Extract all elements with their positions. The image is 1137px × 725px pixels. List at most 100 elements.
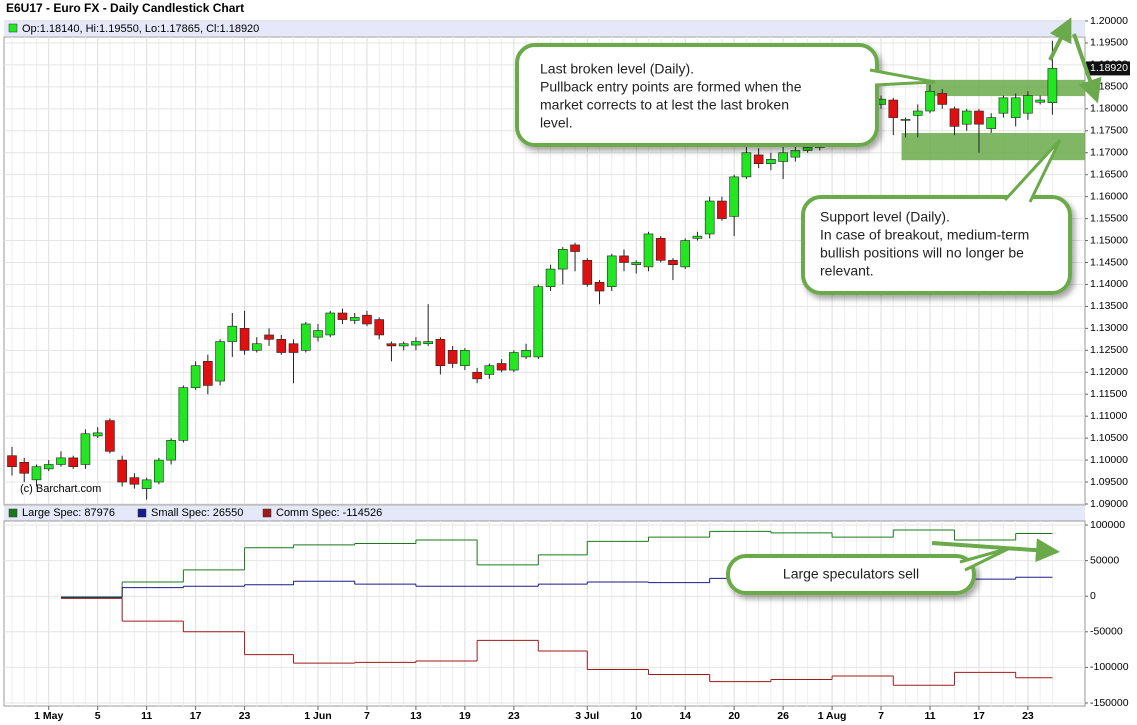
candle-body <box>349 317 360 321</box>
x-tick-label: 5 <box>95 710 101 722</box>
candle-body <box>423 341 433 345</box>
candle-body <box>374 319 385 336</box>
candle-body <box>337 312 348 320</box>
candle-body <box>631 262 642 265</box>
callout-text: market corrects to at lest the last brok… <box>540 97 789 113</box>
candle-body <box>117 459 127 483</box>
candle-body <box>411 341 421 346</box>
candle-body <box>484 365 495 375</box>
candle-body <box>1047 68 1058 103</box>
x-tick-label: 1 May <box>34 710 63 722</box>
candle-body <box>974 110 984 125</box>
candle-body <box>252 343 262 351</box>
legend-label: Small Spec: 26550 <box>151 507 243 519</box>
candle-body <box>68 457 78 467</box>
candle-body <box>7 455 17 467</box>
candle-body <box>129 477 140 485</box>
candle-body <box>717 200 727 219</box>
x-tick-label: 1 Jun <box>304 710 331 722</box>
y-tick-label: -50000 <box>1090 626 1123 638</box>
chart-title: E6U17 - Euro FX - Daily Candlestick Char… <box>6 1 244 15</box>
candle-body <box>105 420 115 452</box>
candle-body <box>961 110 972 125</box>
x-tick-label: 19 <box>459 710 471 722</box>
candle-body <box>435 339 446 366</box>
candle-body <box>912 110 923 116</box>
y-tick-label: 1.18000 <box>1090 103 1128 115</box>
candle-body <box>753 154 764 165</box>
y-tick-label: 1.09000 <box>1090 498 1128 510</box>
y-tick-label: -150000 <box>1090 697 1129 709</box>
legend-label: Large Spec: 87976 <box>22 507 115 519</box>
callout-box <box>801 195 1072 295</box>
candle-body <box>729 176 739 217</box>
candle-body <box>80 433 91 465</box>
legend-swatch <box>262 508 272 518</box>
candle-body <box>900 119 911 121</box>
candle-body <box>1035 99 1045 103</box>
arrow <box>1072 33 1102 104</box>
candle-body <box>496 363 507 371</box>
x-tick-label: 13 <box>410 710 422 722</box>
candle-body <box>154 459 164 483</box>
x-tick-label: 10 <box>630 710 642 722</box>
info-swatch <box>8 23 18 33</box>
candle-body <box>447 350 458 364</box>
candle-body <box>239 328 250 351</box>
candle-body <box>998 97 1009 114</box>
candle-body <box>509 352 519 371</box>
callout-text: Last broken level (Daily). <box>540 61 694 77</box>
callout-text: In case of breakout, medium-term <box>820 227 1029 243</box>
y-tick-label: 0 <box>1090 590 1096 602</box>
x-tick-label: 7 <box>878 710 884 722</box>
candle-body <box>215 341 225 382</box>
candle-body <box>203 360 213 386</box>
last-price-box <box>1086 61 1130 76</box>
callout-text: bullish positions will no longer be <box>820 245 1024 261</box>
candle-body <box>582 260 593 285</box>
y-tick-label: 1.14500 <box>1090 256 1128 268</box>
cot-panel <box>3 520 1086 707</box>
callout-tail <box>869 68 936 87</box>
candle-body <box>19 461 30 474</box>
callout-text: Support level (Daily). <box>820 209 950 225</box>
y-tick-label: 1.13500 <box>1090 300 1128 312</box>
candle-body <box>570 244 580 252</box>
y-tick-label: 1.15500 <box>1090 212 1128 224</box>
candle-body <box>276 339 287 353</box>
legend-swatch <box>137 508 147 518</box>
x-tick-label: 23 <box>239 710 251 722</box>
y-tick-label: 1.19500 <box>1090 37 1128 49</box>
candle-body <box>460 350 470 366</box>
price-panel <box>3 36 1086 506</box>
callout-text: Pullback entry points are formed when th… <box>540 79 802 95</box>
candle-body <box>56 457 66 465</box>
y-tick-label: 100000 <box>1090 519 1125 531</box>
candle-body <box>1010 97 1021 118</box>
legend-label: Comm Spec: -114526 <box>276 507 382 519</box>
candle-body <box>692 235 703 239</box>
callout-box <box>726 554 976 595</box>
candle-body <box>300 323 311 351</box>
candle-body <box>557 249 568 270</box>
y-tick-label: 1.17500 <box>1090 125 1128 137</box>
y-tick-label: 1.16000 <box>1090 190 1128 202</box>
x-tick-label: 3 Jul <box>575 710 599 722</box>
x-tick-label: 7 <box>364 710 370 722</box>
y-tick-label: -100000 <box>1090 661 1129 673</box>
y-tick-label: 1.11000 <box>1090 410 1127 422</box>
y-tick-label: 1.20000 <box>1090 15 1128 27</box>
candle-body <box>619 255 629 263</box>
candle-body <box>313 330 323 338</box>
candle-body <box>264 334 274 340</box>
candle-body <box>43 464 54 470</box>
candle-body <box>741 152 752 178</box>
y-tick-label: 1.12500 <box>1090 344 1128 356</box>
x-tick-label: 23 <box>1022 710 1034 722</box>
info-bar <box>4 20 1085 36</box>
x-tick-label: 20 <box>728 710 740 722</box>
candle-body <box>386 343 397 347</box>
x-tick-label: 1 Aug <box>818 710 847 722</box>
y-tick-label: 1.15000 <box>1090 234 1128 246</box>
